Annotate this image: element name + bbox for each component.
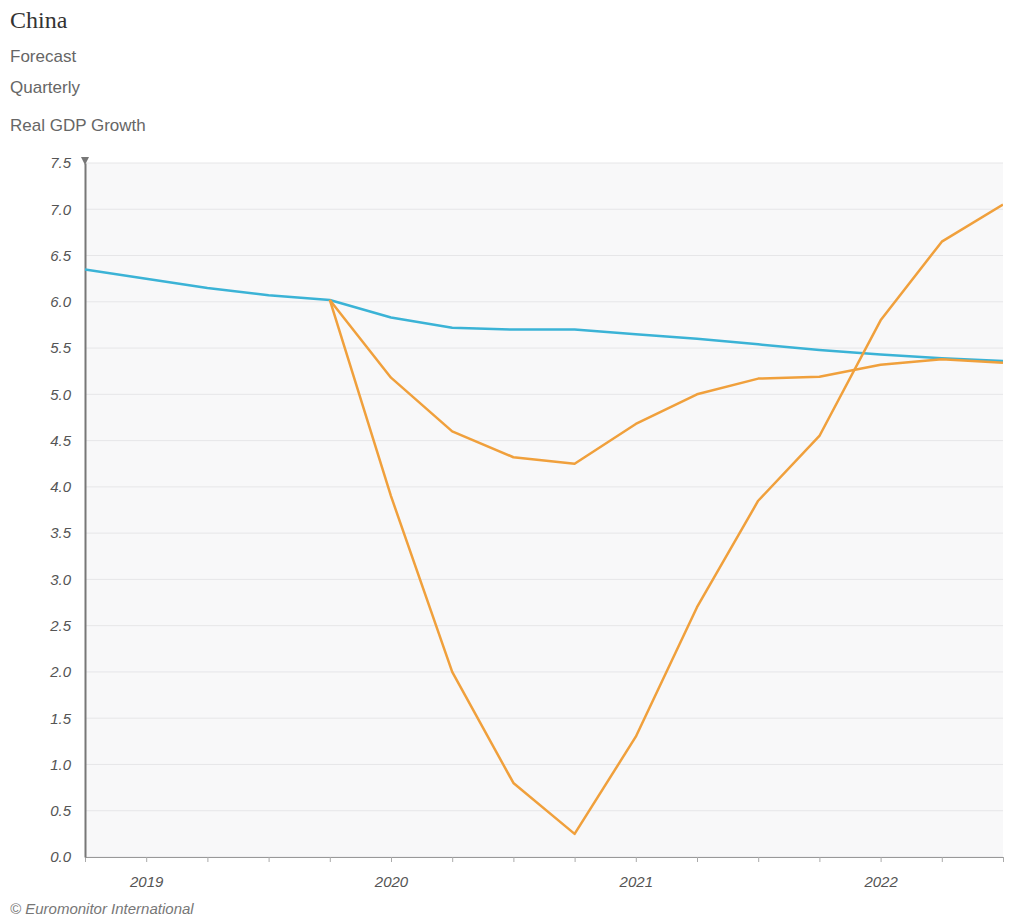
- x-tick-mark: [513, 857, 514, 862]
- plot-background: [85, 163, 1003, 857]
- y-tick: 7.5: [50, 154, 85, 171]
- y-tick-label: 0.5: [50, 802, 72, 819]
- grid-line: [85, 255, 1003, 256]
- y-tick-label: 1.0: [50, 756, 72, 773]
- y-axis: 0.0 0.5 1.0 1.5 2.0 2.5 3.0 3.5 4.0 4.5 5.0 5.5 6.0 6…: [49, 154, 85, 865]
- x-tick: 2022: [863, 857, 898, 890]
- x-tick-mark: [697, 857, 698, 862]
- x-tick: [330, 857, 331, 862]
- grid-line: [85, 533, 1003, 534]
- x-tick-mark: [881, 857, 882, 862]
- y-tick: 1.5: [50, 710, 85, 727]
- x-tick: [513, 857, 514, 862]
- x-tick: 2019: [129, 857, 164, 890]
- y-tick-label: 1.5: [50, 710, 72, 727]
- x-tick-mark: [391, 857, 392, 862]
- source: © Euromonitor International: [10, 900, 194, 917]
- y-tick: 7.0: [50, 201, 85, 218]
- subtitle: Real GDP Growth: [10, 116, 146, 135]
- x-tick-mark: [207, 857, 208, 862]
- x-tick: [207, 857, 208, 862]
- x-tick-mark: [452, 857, 453, 862]
- y-tick: 0.5: [50, 802, 85, 819]
- x-tick-label: 2022: [863, 873, 898, 890]
- grid-line: [85, 810, 1003, 811]
- y-tick-label: 6.0: [50, 293, 72, 310]
- y-tick: 3.5: [50, 524, 85, 541]
- series-line: [330, 205, 1003, 834]
- y-tick-label: 3.5: [50, 524, 72, 541]
- y-tick-label: 7.5: [50, 154, 72, 171]
- chart: China Forecast Quarterly Real GDP Growth © E…: [0, 0, 1024, 922]
- x-tick: [575, 857, 576, 862]
- y-tick-label: 2.5: [49, 617, 72, 634]
- y-tick: 5.0: [50, 386, 85, 403]
- y-tick: 1.0: [50, 756, 85, 773]
- grid-line: [85, 163, 1003, 164]
- y-tick-label: 2.0: [49, 663, 72, 680]
- grid-line: [85, 764, 1003, 765]
- y-axis-line: [85, 164, 87, 858]
- y-tick-label: 7.0: [50, 201, 72, 218]
- y-tick-label: 3.0: [50, 571, 72, 588]
- x-tick-label: 2019: [129, 873, 164, 890]
- subtitle: Quarterly: [10, 78, 80, 97]
- series-line: [330, 300, 1003, 464]
- x-tick-mark: [269, 857, 270, 862]
- grid-line: [85, 209, 1003, 210]
- y-tick-label: 4.0: [50, 478, 72, 495]
- grid-line: [85, 486, 1003, 487]
- x-tick: [269, 857, 270, 862]
- x-tick-mark: [146, 857, 147, 862]
- x-tick: [85, 857, 86, 862]
- grid-line: [85, 718, 1003, 719]
- y-axis-arrow: [81, 157, 89, 165]
- grid-line: [85, 671, 1003, 672]
- grid-line: [85, 301, 1003, 302]
- x-tick-mark: [819, 857, 820, 862]
- x-tick-mark: [330, 857, 331, 862]
- y-tick-label: 6.5: [50, 247, 72, 264]
- x-axis-line: [86, 858, 1004, 863]
- x-tick-label: 2021: [619, 873, 653, 890]
- y-tick-label: 5.5: [50, 339, 72, 356]
- x-tick-label: 2020: [374, 873, 409, 890]
- lines: [85, 205, 1003, 834]
- x-tick-mark: [1003, 857, 1004, 862]
- x-tick-mark: [85, 857, 86, 862]
- grid-line: [85, 625, 1003, 626]
- x-tick: [942, 857, 943, 862]
- x-tick: 2021: [619, 857, 653, 890]
- y-tick: 5.5: [50, 339, 85, 356]
- y-tick-label: 0.0: [50, 848, 72, 865]
- subtitle: Forecast: [10, 47, 76, 66]
- y-tick: 3.0: [50, 571, 85, 588]
- title: China: [10, 7, 68, 33]
- x-tick: 2020: [374, 857, 409, 890]
- x-tick: [697, 857, 698, 862]
- y-tick: 0.0: [50, 848, 85, 865]
- x-tick: [819, 857, 820, 862]
- y-tick: 6.0: [50, 293, 85, 310]
- y-tick: 4.5: [50, 432, 85, 449]
- x-tick: [1003, 857, 1004, 862]
- y-tick-label: 5.0: [50, 386, 72, 403]
- x-tick-mark: [758, 857, 759, 862]
- y-tick: 2.5: [49, 617, 85, 634]
- x-tick-mark: [575, 857, 576, 862]
- y-tick-label: 4.5: [50, 432, 72, 449]
- y-tick: 4.0: [50, 478, 85, 495]
- grid-line: [85, 579, 1003, 580]
- x-tick: [452, 857, 453, 862]
- y-tick: 2.0: [49, 663, 85, 680]
- y-tick: 6.5: [50, 247, 85, 264]
- grid-line: [85, 394, 1003, 395]
- x-tick: [758, 857, 759, 862]
- x-tick-mark: [636, 857, 637, 862]
- grid: [85, 163, 1003, 857]
- grid-line: [85, 440, 1003, 441]
- x-tick-mark: [942, 857, 943, 862]
- x-axis: 2019 2020 2021 2022: [86, 857, 1004, 890]
